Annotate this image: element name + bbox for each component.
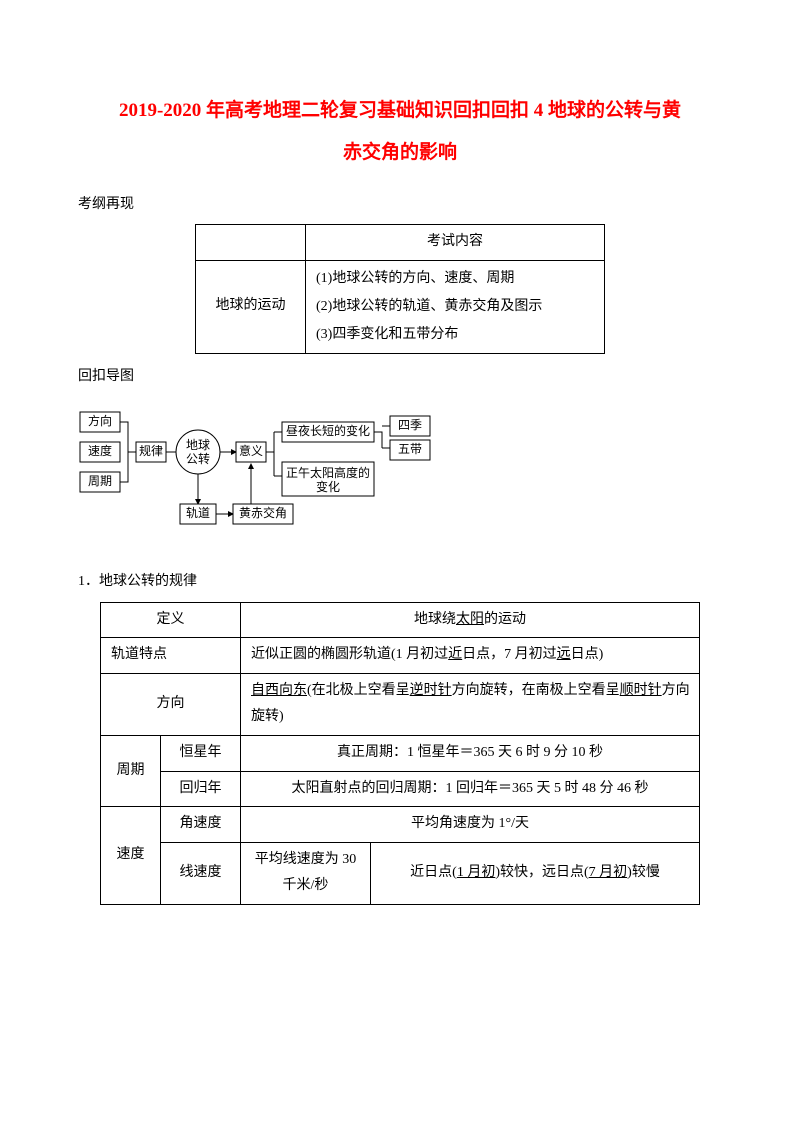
cell-sidereal-val: 真正周期：1 恒星年＝365 天 6 时 9 分 10 秒 bbox=[241, 735, 700, 771]
node-sudu: 速度 bbox=[88, 443, 112, 458]
cell-linspeed-label: 线速度 bbox=[161, 842, 241, 904]
cell-speed-label: 速度 bbox=[101, 807, 161, 905]
exam-section-label: 考纲再现 bbox=[78, 192, 722, 219]
node-huangchi: 黄赤交角 bbox=[239, 505, 287, 520]
recall-diagram: .bx { fill:#fff; stroke:#000; stroke-wid… bbox=[78, 396, 722, 547]
cell-def-label: 定义 bbox=[101, 602, 241, 638]
title-line-2: 赤交角的影响 bbox=[343, 142, 457, 163]
cell-dir-label: 方向 bbox=[101, 673, 241, 735]
cell-tropical-val: 太阳直射点的回归周期：1 回归年＝365 天 5 时 48 分 46 秒 bbox=[241, 771, 700, 807]
diagram-svg: .bx { fill:#fff; stroke:#000; stroke-wid… bbox=[78, 396, 478, 536]
table-row: 考试内容 bbox=[196, 225, 605, 261]
table-row: 地球的运动 (1)地球公转的方向、速度、周期 (2)地球公转的轨道、黄赤交角及图… bbox=[196, 260, 605, 353]
node-fangxiang: 方向 bbox=[88, 413, 112, 428]
rules-table: 定义 地球绕太阳的运动 轨道特点 近似正圆的椭圆形轨道(1 月初过近日点，7 月… bbox=[100, 602, 700, 905]
cell-orbit-val: 近似正圆的椭圆形轨道(1 月初过近日点，7 月初过远日点) bbox=[241, 638, 700, 674]
cell-sidereal-label: 恒星年 bbox=[161, 735, 241, 771]
table-row: 回归年 太阳直射点的回归周期：1 回归年＝365 天 5 时 48 分 46 秒 bbox=[101, 771, 700, 807]
rules-heading: 1．地球公转的规律 bbox=[78, 569, 722, 596]
table-row: 速度 角速度 平均角速度为 1°/天 bbox=[101, 807, 700, 843]
node-diqiu-1: 地球 bbox=[186, 438, 210, 452]
exam-row-label: 地球的运动 bbox=[196, 260, 306, 353]
node-zhouqi: 周期 bbox=[88, 474, 112, 488]
cell-linspeed-val1: 平均线速度为 30 千米/秒 bbox=[241, 842, 371, 904]
node-yiyi: 意义 bbox=[239, 443, 263, 458]
node-wudai: 五带 bbox=[398, 442, 422, 456]
page-title: 2019-2020 年高考地理二轮复习基础知识回扣回扣 4 地球的公转与黄 赤交… bbox=[78, 90, 722, 174]
cell-angspeed-val: 平均角速度为 1°/天 bbox=[241, 807, 700, 843]
node-siji: 四季 bbox=[398, 418, 422, 432]
exam-empty-cell bbox=[196, 225, 306, 261]
node-guilv: 规律 bbox=[139, 443, 163, 458]
node-guidao: 轨道 bbox=[186, 506, 210, 520]
table-row: 方向 自西向东(在北极上空看呈逆时针方向旋转，在南极上空看呈顺时针方向旋转) bbox=[101, 673, 700, 735]
node-zhouye: 昼夜长短的变化 bbox=[286, 423, 370, 438]
cell-linspeed-val2: 近日点(1 月初)较快，远日点(7 月初)较慢 bbox=[371, 842, 700, 904]
node-zhengwu-1: 正午太阳高度的 bbox=[286, 465, 370, 480]
exam-content-3: (3)四季变化和五带分布 bbox=[316, 327, 458, 342]
cell-orbit-label: 轨道特点 bbox=[101, 638, 241, 674]
exam-content-cell: (1)地球公转的方向、速度、周期 (2)地球公转的轨道、黄赤交角及图示 (3)四… bbox=[306, 260, 605, 353]
exam-header-cell: 考试内容 bbox=[306, 225, 605, 261]
title-line-1: 2019-2020 年高考地理二轮复习基础知识回扣回扣 4 地球的公转与黄 bbox=[119, 100, 681, 121]
exam-table: 考试内容 地球的运动 (1)地球公转的方向、速度、周期 (2)地球公转的轨道、黄… bbox=[195, 224, 605, 354]
table-row: 线速度 平均线速度为 30 千米/秒 近日点(1 月初)较快，远日点(7 月初)… bbox=[101, 842, 700, 904]
cell-period-label: 周期 bbox=[101, 735, 161, 806]
table-row: 轨道特点 近似正圆的椭圆形轨道(1 月初过近日点，7 月初过远日点) bbox=[101, 638, 700, 674]
cell-tropical-label: 回归年 bbox=[161, 771, 241, 807]
node-diqiu-2: 公转 bbox=[186, 451, 210, 466]
exam-content-1: (1)地球公转的方向、速度、周期 bbox=[316, 271, 514, 286]
table-row: 周期 恒星年 真正周期：1 恒星年＝365 天 6 时 9 分 10 秒 bbox=[101, 735, 700, 771]
table-row: 定义 地球绕太阳的运动 bbox=[101, 602, 700, 638]
recall-section-label: 回扣导图 bbox=[78, 364, 722, 391]
cell-dir-val: 自西向东(在北极上空看呈逆时针方向旋转，在南极上空看呈顺时针方向旋转) bbox=[241, 673, 700, 735]
cell-angspeed-label: 角速度 bbox=[161, 807, 241, 843]
exam-content-2: (2)地球公转的轨道、黄赤交角及图示 bbox=[316, 299, 542, 314]
cell-def-val: 地球绕太阳的运动 bbox=[241, 602, 700, 638]
node-zhengwu-2: 变化 bbox=[316, 479, 340, 494]
